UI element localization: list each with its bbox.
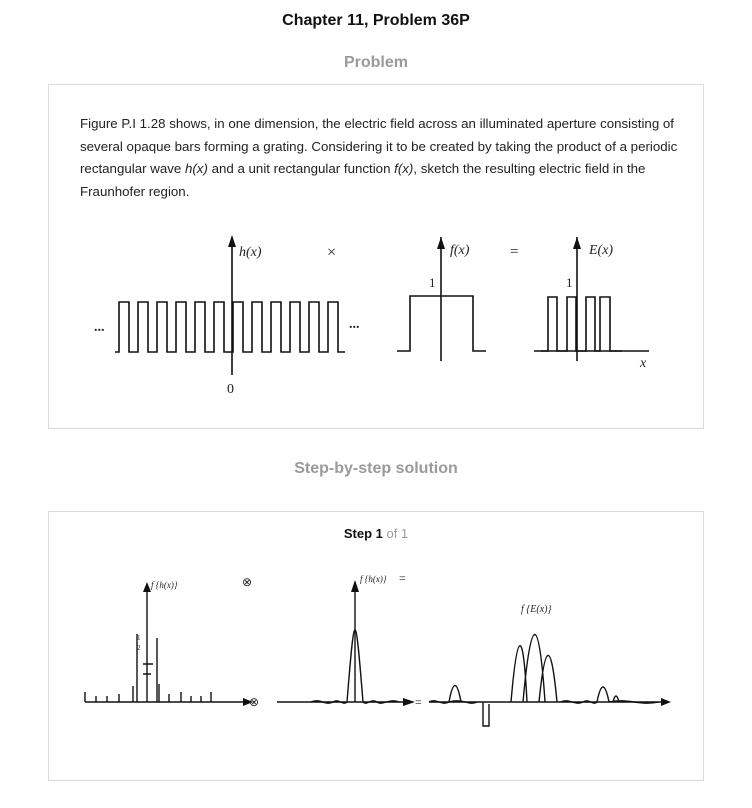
h-of-x-inline: h(x)	[184, 161, 208, 176]
left-transform-label: f {h(x)}	[151, 580, 178, 590]
equals-symbol: =	[510, 244, 518, 260]
origin-label: 0	[227, 382, 234, 397]
h-of-x-label: h(x)	[239, 245, 262, 260]
left-spikes	[84, 634, 212, 702]
page-title: Chapter 11, Problem 36P	[282, 12, 470, 29]
ellipsis-right: ...	[349, 317, 360, 332]
f-of-x-label: f(x)	[450, 243, 470, 258]
right-transform-label: f {E(x)}	[521, 604, 551, 615]
problem-figure: h(x) × f(x) = E(x) 1 1 0 ... ... x	[94, 235, 649, 397]
E-product	[534, 296, 622, 352]
rect-function	[397, 295, 486, 352]
times-symbol: ×	[327, 244, 336, 261]
f-height-label: 1	[429, 275, 436, 290]
right-h-arrow	[661, 698, 671, 706]
right-negative-lobe	[482, 702, 490, 727]
left-axis-arrow	[143, 582, 151, 592]
right-ripple	[428, 700, 660, 704]
mid-sinc	[310, 629, 400, 704]
f-axis-arrow	[437, 237, 445, 249]
step-indicator: Step 1 of 1	[343, 526, 409, 541]
E-axis-arrow	[573, 237, 581, 249]
solution-heading: Step-by-step solution	[294, 460, 458, 477]
problem-panel: Figure P.I 1.28 shows, in one dimension,…	[48, 84, 704, 429]
problem-statement: Figure P.I 1.28 shows, in one dimension,…	[80, 116, 678, 199]
mid-h-arrow	[403, 698, 415, 706]
x-axis-label: x	[639, 356, 647, 371]
E-of-x-label: E(x)	[588, 243, 613, 258]
left-h-arrow	[243, 698, 253, 706]
half-numerator: 1	[137, 634, 141, 642]
equals-axis: =	[415, 695, 422, 709]
equals-top: =	[399, 571, 406, 585]
square-wave	[115, 301, 345, 353]
mid-axis-arrow	[351, 580, 359, 592]
half-denominator: 2	[137, 644, 141, 652]
right-side-lobes	[448, 684, 620, 703]
problem-heading: Problem	[343, 54, 408, 71]
solution-panel: Step 1 of 1 f {h(x)} 1	[48, 511, 704, 781]
right-main-lobes	[510, 633, 558, 703]
convolution-symbol-top: ⊗	[242, 575, 252, 589]
f-of-x-inline: f(x)	[394, 161, 414, 176]
solution-figure: f {h(x)} 1 2 ⊗ ⊗ f {h(x)} = = f {E(x)}	[84, 571, 671, 727]
convolution-symbol-axis: ⊗	[249, 695, 259, 709]
mid-transform-label: f {h(x)}	[360, 574, 387, 584]
E-height-label: 1	[566, 275, 573, 290]
left-half-tick	[143, 663, 153, 675]
ellipsis-left: ...	[94, 320, 105, 335]
h-axis-arrow	[228, 235, 236, 247]
